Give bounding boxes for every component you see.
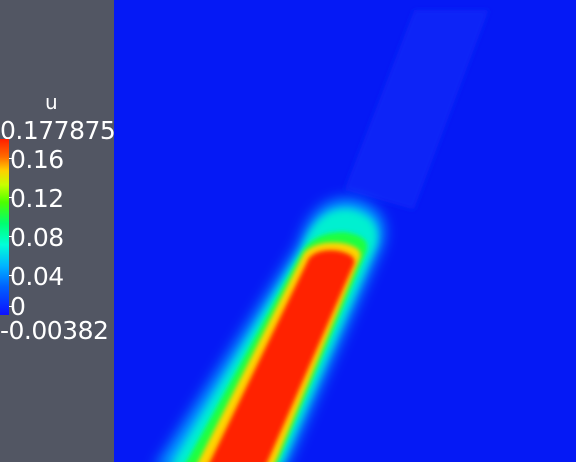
- legend-panel: u 0.177875 0.16 0.12 0.08 0.04 0 -0.0038…: [0, 0, 116, 462]
- render-viewport[interactable]: [114, 0, 576, 462]
- colorbar-tick-label: 0.04: [10, 262, 64, 291]
- colorbar-title: u: [45, 90, 58, 114]
- faint-wake: [344, 10, 489, 210]
- colorbar: [0, 139, 9, 315]
- colorbar-tick: [9, 197, 14, 198]
- core-red: [209, 250, 355, 462]
- colorbar-tick-label: 0.08: [10, 223, 64, 252]
- colorbar-max-label: 0.177875: [0, 116, 116, 145]
- colorbar-tick: [9, 275, 14, 276]
- colorbar-tick-label: 0: [10, 292, 26, 321]
- colorbar-min-label: -0.00382: [0, 316, 109, 345]
- colorbar-tick-label: 0.12: [10, 184, 64, 213]
- colorbar-tick: [9, 306, 14, 307]
- scalar-field-render: [159, 10, 489, 462]
- colorbar-tick: [9, 158, 14, 159]
- colorbar-tick: [9, 236, 14, 237]
- colorbar-tick-label: 0.16: [10, 145, 64, 174]
